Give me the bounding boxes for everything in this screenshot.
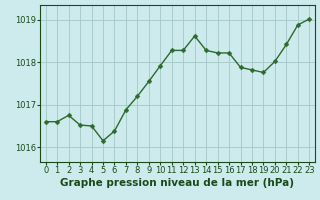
X-axis label: Graphe pression niveau de la mer (hPa): Graphe pression niveau de la mer (hPa): [60, 178, 294, 188]
